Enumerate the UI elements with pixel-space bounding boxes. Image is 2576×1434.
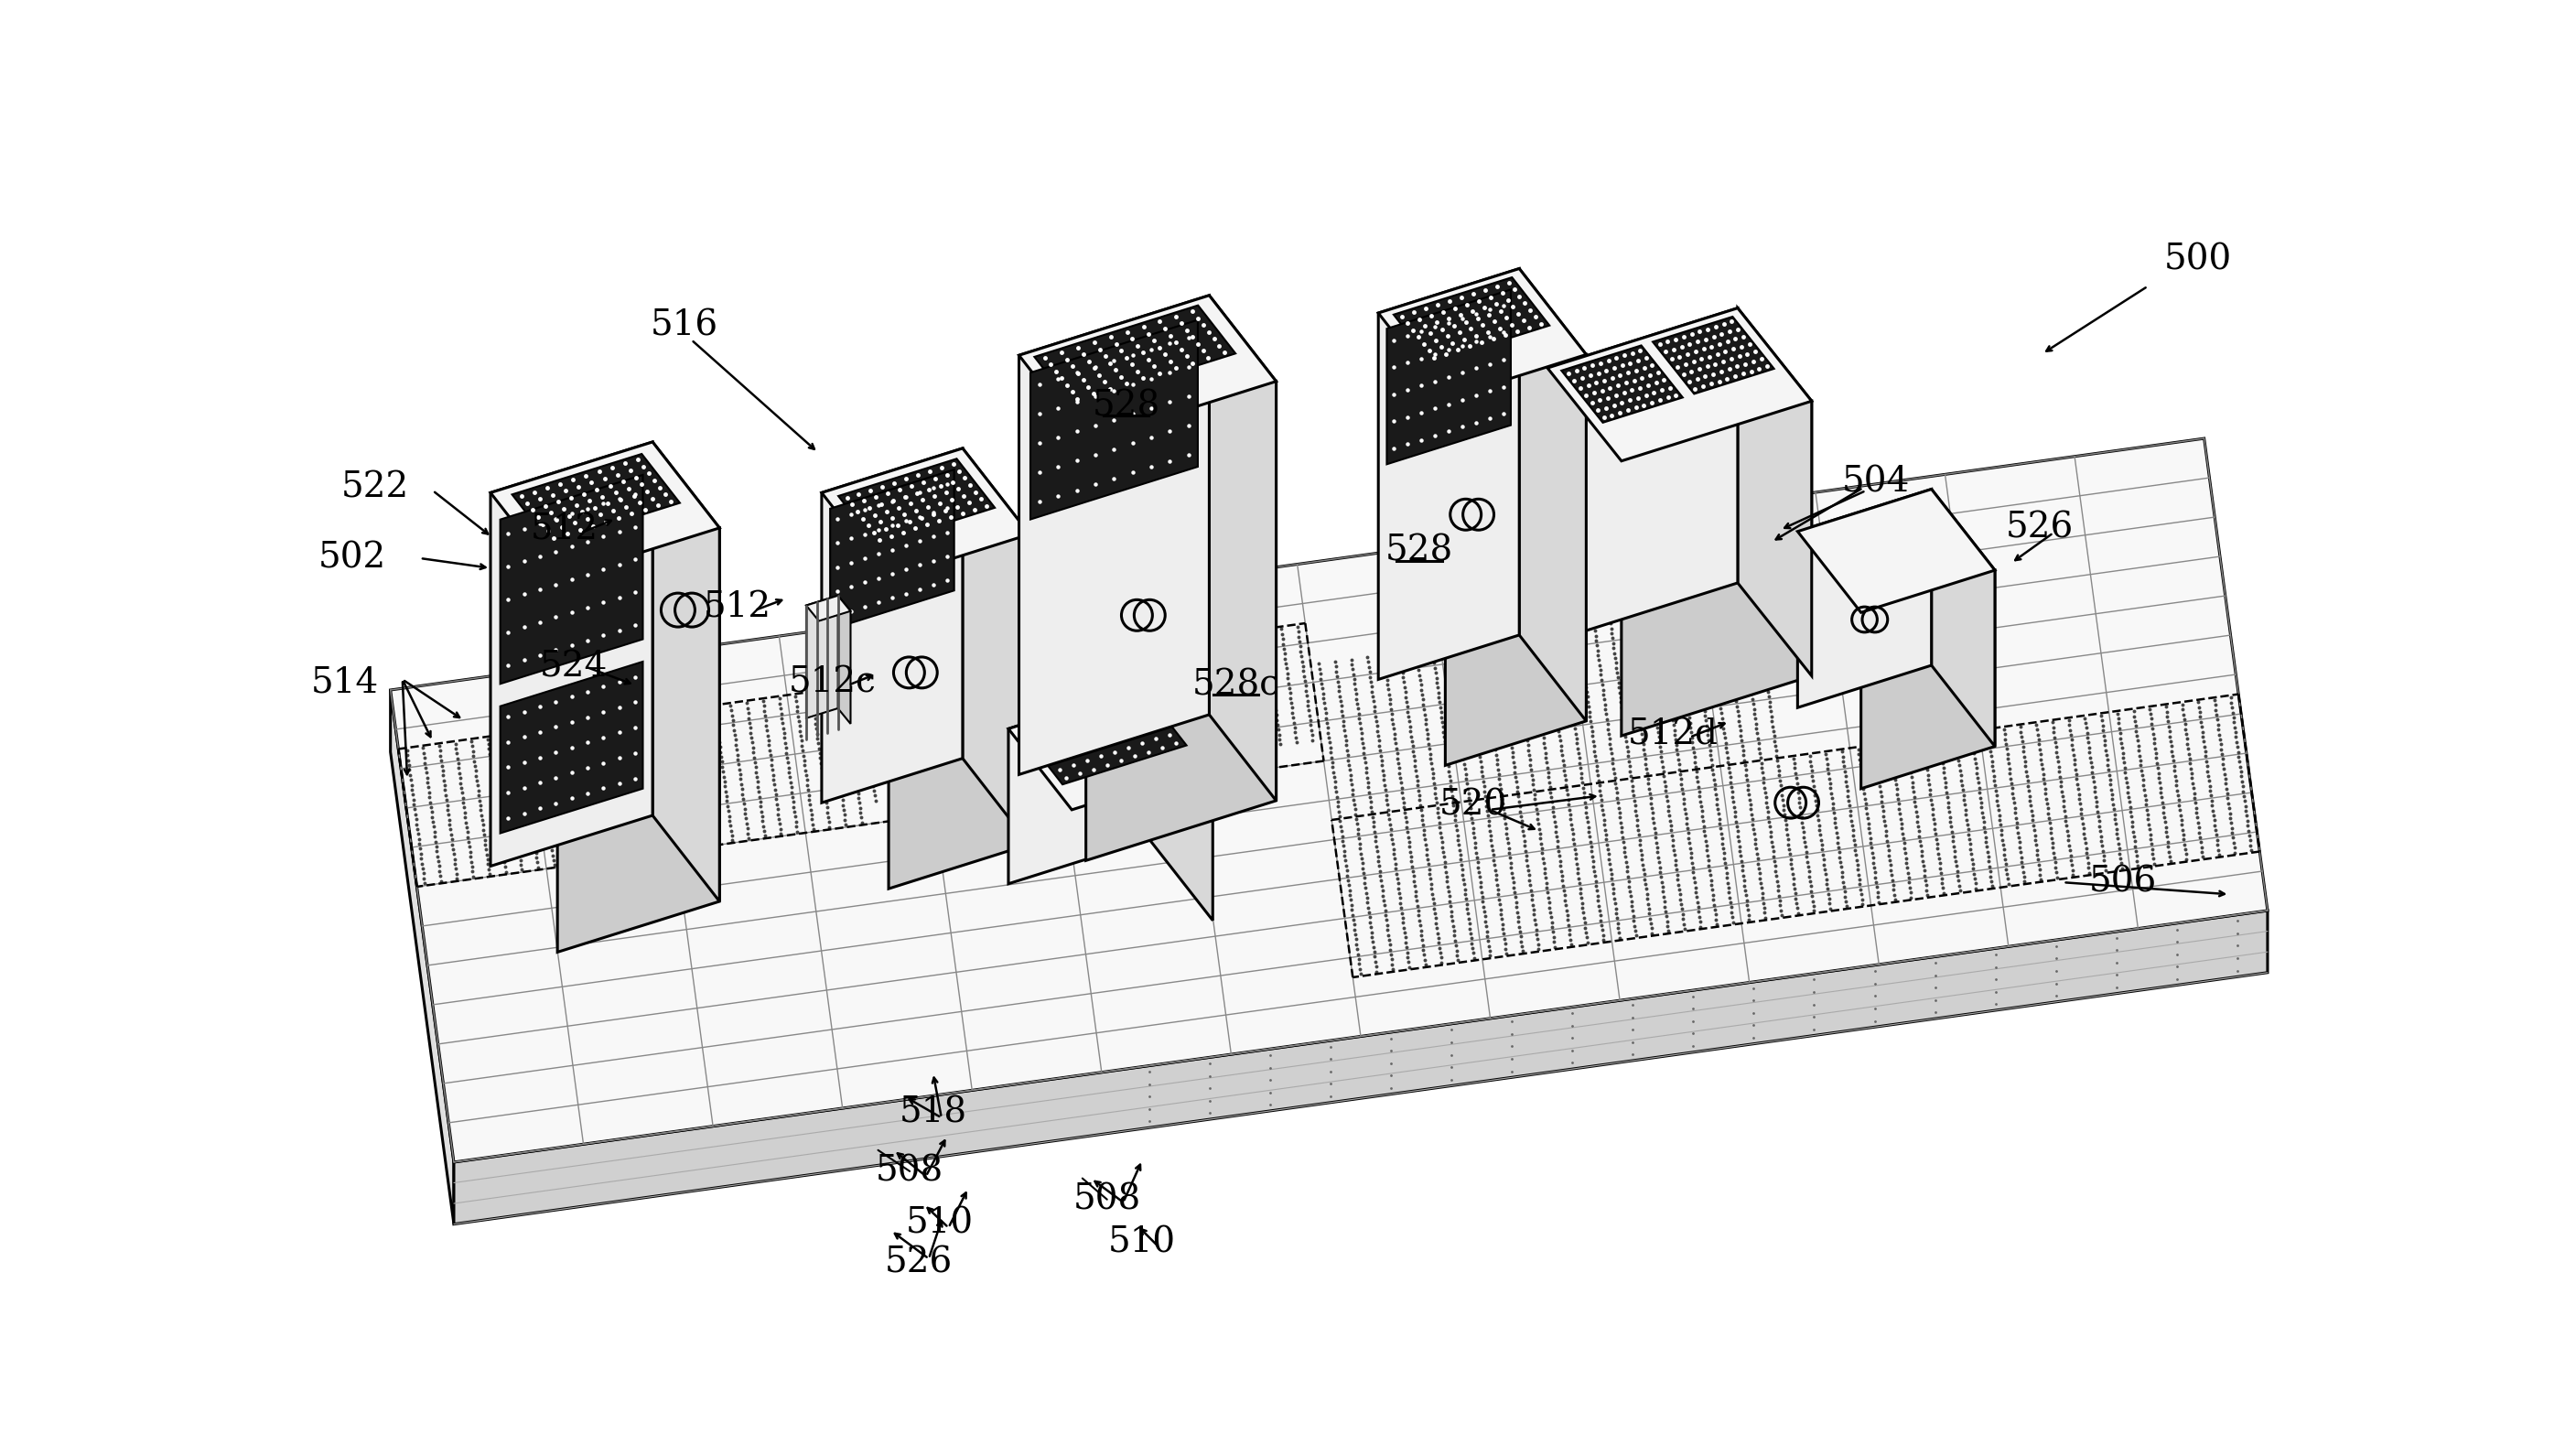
Polygon shape (1620, 402, 1811, 736)
Text: 512: 512 (703, 591, 770, 624)
Text: 528: 528 (1092, 389, 1159, 423)
Polygon shape (1548, 308, 1811, 460)
Text: 516: 516 (649, 308, 719, 343)
Polygon shape (1208, 295, 1275, 800)
Polygon shape (1087, 381, 1275, 860)
Polygon shape (829, 469, 953, 630)
Polygon shape (806, 595, 837, 718)
Text: 528c: 528c (1193, 668, 1280, 703)
Polygon shape (1394, 277, 1551, 363)
Polygon shape (392, 439, 2267, 1162)
Text: 510: 510 (1108, 1226, 1177, 1260)
Polygon shape (1020, 295, 1208, 774)
Polygon shape (489, 442, 719, 579)
Polygon shape (1860, 571, 1994, 789)
Polygon shape (822, 449, 1030, 579)
Polygon shape (1030, 320, 1198, 519)
Polygon shape (1932, 489, 1994, 746)
Text: 512c: 512c (788, 665, 876, 700)
Polygon shape (1654, 317, 1775, 394)
Polygon shape (1520, 268, 1587, 721)
Polygon shape (556, 528, 719, 952)
Text: 512: 512 (531, 513, 598, 546)
Polygon shape (1548, 308, 1739, 642)
Polygon shape (1445, 354, 1587, 766)
Text: 514: 514 (312, 665, 379, 700)
Polygon shape (489, 442, 652, 866)
Polygon shape (963, 449, 1030, 845)
Text: 512d: 512d (1628, 717, 1718, 751)
Polygon shape (1149, 684, 1213, 921)
Text: 520: 520 (1440, 787, 1507, 822)
Polygon shape (837, 459, 994, 545)
Polygon shape (889, 535, 1030, 889)
Polygon shape (513, 455, 680, 543)
Text: 506: 506 (2089, 866, 2156, 899)
Text: 524: 524 (538, 650, 608, 684)
Polygon shape (1798, 489, 1994, 612)
Text: 510: 510 (907, 1206, 974, 1240)
Polygon shape (1739, 308, 1811, 675)
Polygon shape (1036, 305, 1236, 404)
Text: 522: 522 (343, 470, 410, 505)
Polygon shape (1007, 684, 1149, 883)
Polygon shape (652, 442, 719, 902)
Polygon shape (1798, 489, 1932, 707)
Text: 508: 508 (876, 1154, 943, 1189)
Text: 528: 528 (1386, 535, 1453, 568)
Polygon shape (1386, 290, 1510, 465)
Text: 526: 526 (886, 1246, 953, 1279)
Polygon shape (837, 595, 850, 724)
Text: 502: 502 (319, 541, 386, 575)
Polygon shape (500, 661, 644, 833)
Polygon shape (500, 475, 644, 684)
Text: 504: 504 (1842, 465, 1909, 499)
Polygon shape (1023, 694, 1188, 784)
Polygon shape (806, 595, 850, 621)
Text: 500: 500 (2164, 244, 2231, 277)
Polygon shape (453, 911, 2267, 1225)
Text: 508: 508 (1074, 1183, 1141, 1216)
Polygon shape (1020, 295, 1275, 442)
Polygon shape (1561, 346, 1682, 423)
Polygon shape (1378, 268, 1520, 680)
Polygon shape (822, 449, 963, 803)
Polygon shape (1007, 684, 1213, 810)
Text: 518: 518 (899, 1096, 966, 1130)
Polygon shape (1378, 268, 1587, 399)
Text: 526: 526 (2004, 511, 2074, 545)
Polygon shape (392, 690, 453, 1225)
